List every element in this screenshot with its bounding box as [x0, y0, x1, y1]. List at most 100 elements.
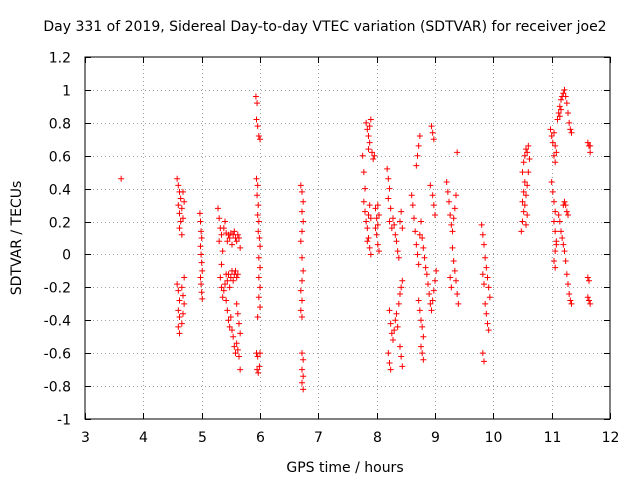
data-point: [563, 100, 570, 107]
data-point: [387, 205, 394, 212]
data-point: [224, 277, 231, 284]
data-point: [399, 225, 406, 232]
data-point: [398, 284, 405, 291]
data-point: [551, 129, 557, 136]
data-point: [553, 149, 560, 156]
data-point: [454, 290, 461, 297]
data-point: [175, 287, 182, 294]
data-point: [562, 258, 569, 265]
data-point: [428, 123, 435, 130]
data-point: [586, 297, 592, 304]
data-point: [558, 228, 564, 235]
data-point: [587, 300, 594, 307]
data-point: [386, 218, 393, 225]
data-point: [561, 198, 568, 205]
y-tick-label: -1: [57, 413, 71, 429]
data-point: [420, 333, 427, 340]
data-point: [479, 350, 486, 357]
data-point: [256, 363, 263, 370]
x-tick-label: 11: [544, 430, 562, 446]
data-point: [453, 277, 459, 284]
data-point: [367, 116, 374, 123]
data-point: [485, 327, 492, 334]
data-point: [233, 274, 240, 281]
data-point: [365, 235, 372, 241]
data-point: [559, 235, 566, 241]
data-point: [181, 300, 188, 307]
data-point: [398, 353, 405, 360]
data-point: [552, 248, 559, 255]
y-tick-label: -0.6: [44, 347, 71, 363]
data-point: [453, 192, 459, 199]
data-point: [363, 218, 370, 225]
data-point: [447, 274, 454, 281]
data-point: [299, 188, 305, 195]
data-point: [412, 228, 419, 235]
data-point: [218, 284, 225, 291]
data-point: [384, 165, 391, 172]
data-point: [449, 228, 456, 235]
data-point: [450, 215, 457, 222]
y-tick-label: -0.2: [44, 281, 71, 297]
data-point: [177, 195, 184, 202]
data-point: [300, 356, 307, 363]
data-point: [386, 307, 393, 314]
data-point: [297, 287, 304, 294]
data-point: [370, 156, 377, 163]
data-point: [176, 225, 183, 232]
data-point: [446, 198, 452, 205]
data-point: [394, 323, 401, 330]
data-point: [180, 215, 186, 222]
data-point: [300, 373, 307, 380]
data-point: [365, 211, 372, 218]
data-point: [299, 277, 305, 284]
data-point: [360, 198, 367, 205]
data-point: [231, 343, 238, 350]
data-point: [372, 225, 379, 232]
data-point: [364, 238, 371, 245]
data-point: [416, 231, 423, 238]
x-tick-label: 4: [139, 430, 148, 446]
data-point: [419, 350, 426, 357]
data-point: [373, 231, 380, 238]
data-point: [363, 119, 370, 126]
data-point: [234, 310, 241, 317]
data-point: [227, 274, 234, 281]
data-point: [556, 113, 563, 120]
data-point: [419, 323, 426, 330]
data-point: [299, 350, 305, 357]
x-tick-label: 7: [314, 430, 323, 446]
x-tick-label: 12: [602, 430, 620, 446]
ticks-layer: 3 4 5 6 7 8 9 10 11 12 -1 -0.8 -0.6 -0.4 -0.2 0 0.2 0.4 0.…: [44, 51, 620, 447]
data-point: [450, 258, 457, 265]
data-point: [366, 123, 373, 130]
data-point: [388, 330, 395, 337]
data-point: [299, 254, 305, 261]
data-point: [426, 290, 433, 297]
data-point: [180, 188, 186, 195]
data-point: [365, 146, 372, 153]
data-point: [230, 333, 237, 340]
data-point: [519, 198, 526, 205]
data-point: [518, 228, 525, 235]
data-point: [523, 192, 529, 199]
data-point: [178, 320, 185, 327]
data-point: [432, 211, 438, 218]
data-point: [236, 320, 242, 327]
data-point: [408, 192, 415, 199]
data-point: [376, 211, 382, 218]
data-point: [519, 218, 526, 225]
data-point: [198, 235, 205, 241]
data-point: [418, 218, 424, 225]
data-point: [232, 350, 239, 357]
data-point: [373, 215, 380, 222]
data-point: [219, 294, 226, 301]
data-point: [415, 297, 422, 304]
data-point: [300, 198, 307, 205]
x-tick-label: 8: [373, 430, 382, 446]
data-point: [366, 202, 373, 209]
data-point: [399, 363, 406, 370]
data-point: [237, 330, 244, 337]
data-point: [413, 241, 420, 248]
